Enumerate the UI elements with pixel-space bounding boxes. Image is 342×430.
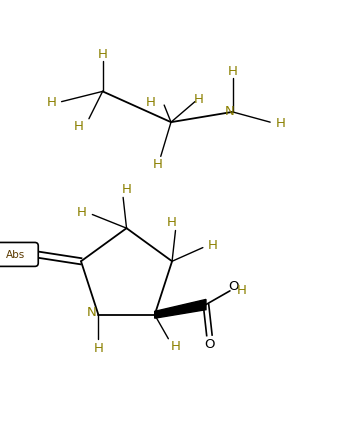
Text: O: O: [228, 280, 239, 292]
Text: O: O: [204, 338, 215, 350]
Text: H: H: [228, 65, 237, 78]
Text: H: H: [47, 96, 56, 109]
Text: H: H: [98, 48, 107, 61]
Polygon shape: [155, 300, 206, 319]
Text: N: N: [87, 305, 96, 318]
Text: N: N: [224, 104, 234, 117]
Text: H: H: [276, 117, 285, 129]
Text: H: H: [170, 339, 180, 352]
Text: H: H: [93, 341, 103, 354]
Text: H: H: [77, 205, 87, 218]
Text: H: H: [208, 238, 218, 251]
Text: H: H: [194, 92, 203, 105]
Text: H: H: [146, 96, 155, 109]
Text: Abs: Abs: [6, 250, 26, 260]
Text: H: H: [167, 216, 177, 229]
Text: H: H: [122, 183, 131, 196]
Text: H: H: [74, 120, 83, 133]
FancyBboxPatch shape: [0, 243, 38, 267]
Text: H: H: [153, 157, 162, 170]
Text: H: H: [237, 283, 247, 296]
